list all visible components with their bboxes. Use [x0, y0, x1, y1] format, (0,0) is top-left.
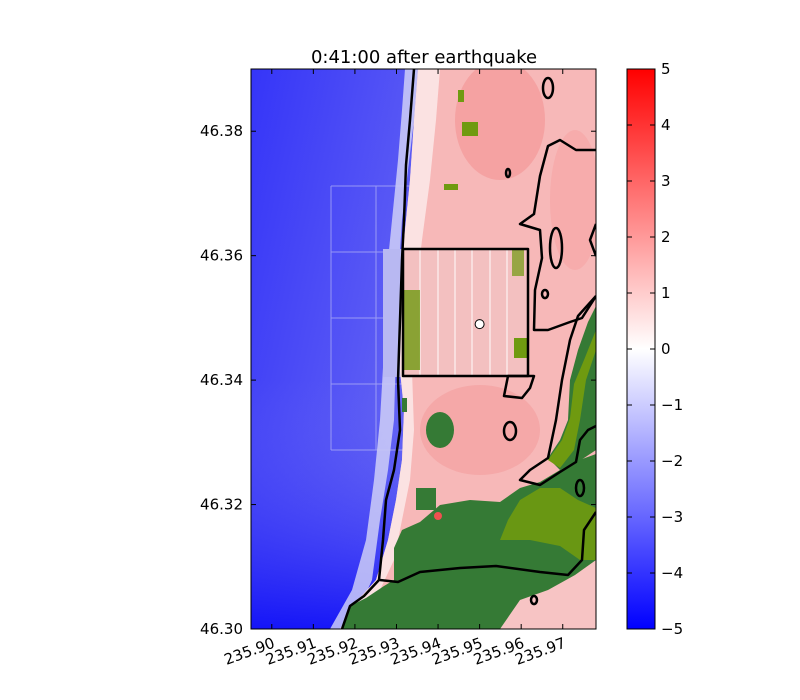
contour-east-large [518, 138, 596, 332]
colorbar-tick-label: −3 [661, 508, 683, 526]
flooded-pocket-south [500, 560, 596, 629]
y-tick-label: 46.36 [200, 247, 243, 265]
green-patch-north-2 [462, 122, 478, 136]
green-patch-north-1 [444, 184, 458, 190]
flood-peak-mid [420, 385, 540, 475]
colorbar-ticks: 5 4 3 2 1 0 −1 −2 −3 −4 −5 [627, 60, 683, 638]
colorbar-tick-label: −4 [661, 564, 683, 582]
coastal-low-flood [340, 69, 440, 629]
contour-east-edge [588, 223, 596, 257]
green-patch-north-3 [458, 90, 464, 102]
green-patch-mid [416, 488, 436, 510]
y-tick-label: 46.30 [200, 620, 243, 638]
green-patch-refined-3 [512, 250, 524, 276]
y-tick-label: 46.32 [200, 496, 243, 514]
chart-title: 0:41:00 after earthquake [311, 47, 537, 68]
nearshore-band [330, 69, 418, 629]
colorbar-tick-label: −2 [661, 452, 683, 470]
colorbar-tick-label: 0 [661, 340, 671, 358]
contour-small-5 [504, 167, 512, 179]
colorbar-tick-label: 2 [661, 228, 671, 246]
shoreline-contour [340, 69, 416, 629]
colorbar-tick-label: 1 [661, 284, 671, 302]
gauge-marker [474, 319, 485, 330]
dry-land-east [548, 306, 596, 470]
green-patch-refined-2 [514, 338, 528, 358]
green-patch-coast [402, 398, 407, 412]
green-patch-refined-1 [404, 290, 420, 370]
contour-southeast [502, 374, 536, 400]
contour-east-coast [518, 295, 596, 487]
light-green-transition [500, 488, 596, 560]
light-green-east [548, 330, 596, 468]
contour-south [379, 511, 596, 584]
y-tick-label: 46.34 [200, 371, 243, 389]
refined-grid-region [403, 249, 528, 377]
colorbar-tick-label: −1 [661, 396, 683, 414]
colorbar-tick-label: −5 [661, 620, 683, 638]
y-tick-label: 46.38 [200, 122, 243, 140]
contour-small-1 [502, 420, 518, 442]
contour-small-3 [541, 76, 555, 100]
colorbar-tick-label: 3 [661, 172, 671, 190]
green-patch-central [426, 412, 454, 448]
map-plot-area [251, 69, 596, 629]
y-axis-ticks: 46.30 46.32 46.34 46.36 46.38 [200, 122, 596, 638]
contour-small-4 [540, 288, 550, 300]
contour-small-2 [548, 226, 564, 270]
colorbar-tick-label: 4 [661, 116, 671, 134]
axes-frame [250, 68, 597, 630]
flood-peak-north [455, 69, 545, 180]
refined-grid-texture [419, 250, 508, 376]
colorbar-tick-label: 5 [661, 60, 671, 78]
contour-lines [340, 69, 596, 629]
contour-small-6 [574, 478, 586, 498]
red-spot [434, 512, 442, 520]
contour-small-7 [529, 594, 539, 606]
